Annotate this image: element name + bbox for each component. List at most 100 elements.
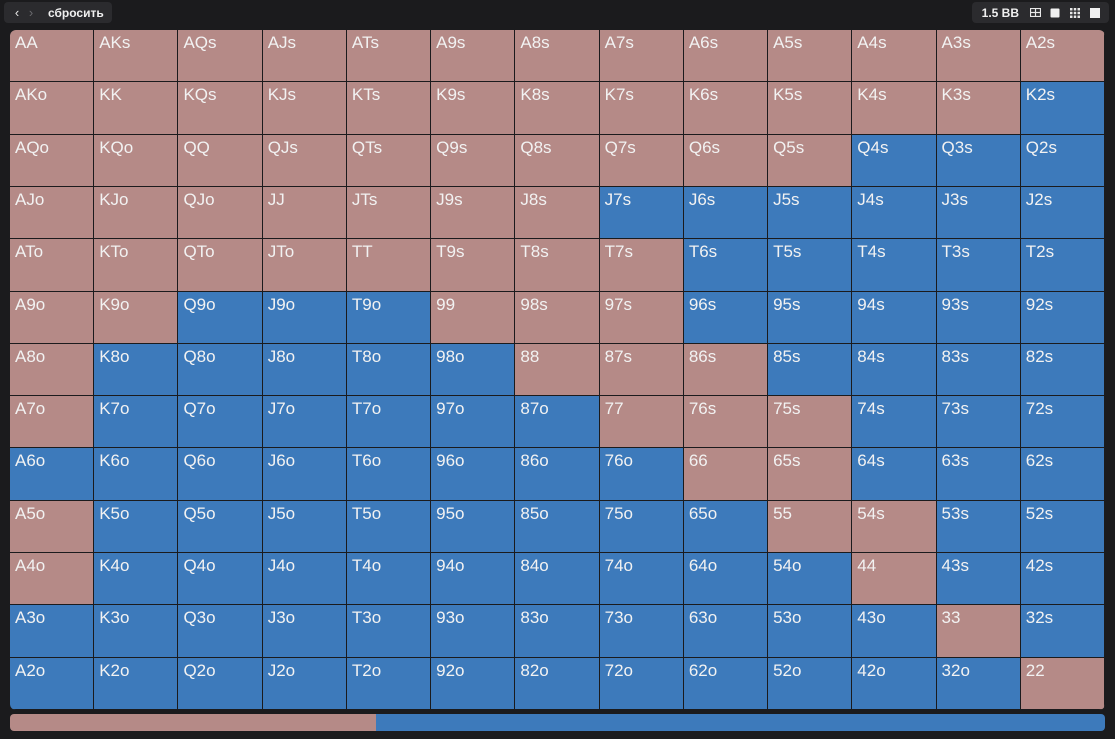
hand-cell[interactable]: Q9s [431, 134, 516, 187]
hand-cell[interactable]: 86o [515, 448, 600, 501]
hand-cell[interactable]: 83o [515, 605, 600, 658]
hand-cell[interactable]: 85o [515, 500, 600, 554]
hand-cell[interactable]: T9o [346, 291, 432, 344]
hand-cell[interactable]: 43s [936, 553, 1021, 606]
hand-cell[interactable]: Q3o [178, 605, 263, 658]
hand-cell[interactable]: 75o [599, 500, 684, 554]
hand-cell[interactable]: T6o [346, 448, 432, 501]
hand-cell[interactable]: T8s [515, 239, 600, 292]
hand-cell[interactable]: T9s [431, 239, 516, 292]
hand-cell[interactable]: TT [346, 239, 432, 292]
hand-cell[interactable]: J5o [262, 500, 347, 554]
hand-cell[interactable]: 72o [599, 657, 684, 710]
hand-cell[interactable]: T6s [683, 239, 769, 292]
hand-cell[interactable]: KJo [94, 186, 179, 240]
hand-cell[interactable]: 87s [599, 343, 684, 397]
hand-cell[interactable]: K2o [94, 657, 179, 710]
hand-cell[interactable]: 63o [683, 605, 769, 658]
hand-cell[interactable]: A8s [515, 30, 600, 83]
hand-cell[interactable]: 63s [936, 448, 1021, 501]
hand-cell[interactable]: J8o [262, 343, 347, 397]
hand-cell[interactable]: 65o [683, 500, 769, 554]
hand-cell[interactable]: J4o [262, 553, 347, 606]
hand-cell[interactable]: Q2s [1020, 134, 1105, 187]
chevron-right-icon[interactable]: › [28, 5, 34, 20]
hand-cell[interactable]: J8s [515, 186, 600, 240]
square-filled-icon[interactable] [1085, 2, 1105, 23]
hand-cell[interactable]: 66 [683, 448, 769, 501]
hand-cell[interactable]: A6s [683, 30, 769, 83]
hand-cell[interactable]: AJs [262, 30, 347, 83]
hand-cell[interactable]: 73s [936, 396, 1021, 449]
hand-cell[interactable]: J6s [683, 186, 769, 240]
hand-cell[interactable]: K6s [683, 82, 769, 135]
hand-cell[interactable]: Q4o [178, 553, 263, 606]
hand-cell[interactable]: K5s [768, 82, 853, 135]
hand-cell[interactable]: K6o [94, 448, 179, 501]
hand-cell[interactable]: K9s [431, 82, 516, 135]
hand-cell[interactable]: 32s [1020, 605, 1105, 658]
hand-cell[interactable]: A3o [10, 605, 95, 658]
hand-cell[interactable]: 86s [683, 343, 769, 397]
hand-cell[interactable]: K2s [1020, 82, 1105, 135]
hand-cell[interactable]: Q8s [515, 134, 600, 187]
hand-cell[interactable]: A4o [10, 553, 95, 606]
hand-cell[interactable]: 72s [1020, 396, 1105, 449]
hand-cell[interactable]: T4s [852, 239, 937, 292]
hand-cell[interactable]: Q7s [599, 134, 684, 187]
hand-cell[interactable]: 82s [1020, 343, 1105, 397]
grid-icon[interactable] [1065, 2, 1085, 23]
hand-cell[interactable]: 53o [768, 605, 853, 658]
hand-cell[interactable]: A4s [852, 30, 937, 83]
hand-cell[interactable]: 76o [599, 448, 684, 501]
hand-cell[interactable]: J9s [431, 186, 516, 240]
hand-cell[interactable]: 82o [515, 657, 600, 710]
layout-split-icon[interactable] [1025, 2, 1045, 23]
hand-cell[interactable]: Q7o [178, 396, 263, 449]
hand-cell[interactable]: JTo [262, 239, 347, 292]
reset-button[interactable]: сбросить [48, 5, 104, 20]
hand-cell[interactable]: AA [10, 30, 95, 83]
hand-cell[interactable]: JJ [262, 186, 347, 240]
hand-cell[interactable]: 92o [431, 657, 516, 710]
hand-cell[interactable]: 75s [768, 396, 853, 449]
hand-cell[interactable]: 44 [852, 553, 937, 606]
hand-cell[interactable]: 84s [852, 343, 937, 397]
hand-cell[interactable]: J3o [262, 605, 347, 658]
hand-cell[interactable]: 93s [936, 291, 1021, 344]
hand-cell[interactable]: KTo [94, 239, 179, 292]
hand-cell[interactable]: A7s [599, 30, 684, 83]
hand-cell[interactable]: T4o [346, 553, 432, 606]
hand-cell[interactable]: K8o [94, 343, 179, 397]
hand-cell[interactable]: 94o [431, 553, 516, 606]
hand-cell[interactable]: T2s [1020, 239, 1105, 292]
hand-cell[interactable]: AQo [10, 134, 95, 187]
hand-cell[interactable]: J3s [936, 186, 1021, 240]
hand-cell[interactable]: A2s [1020, 30, 1105, 83]
hand-cell[interactable]: QTs [346, 134, 432, 187]
hand-cell[interactable]: J4s [852, 186, 937, 240]
hand-cell[interactable]: 64o [683, 553, 769, 606]
hand-cell[interactable]: A6o [10, 448, 95, 501]
hand-cell[interactable]: J7s [599, 186, 684, 240]
hand-cell[interactable]: 62o [683, 657, 769, 710]
hand-cell[interactable]: 73o [599, 605, 684, 658]
hand-cell[interactable]: K3s [936, 82, 1021, 135]
hand-cell[interactable]: KQo [94, 134, 179, 187]
hand-cell[interactable]: 84o [515, 553, 600, 606]
hand-cell[interactable]: QJs [262, 134, 347, 187]
hand-cell[interactable]: 93o [431, 605, 516, 658]
square-icon[interactable] [1045, 2, 1065, 23]
hand-cell[interactable]: Q9o [178, 291, 263, 344]
hand-cell[interactable]: KTs [346, 82, 432, 135]
hand-cell[interactable]: J6o [262, 448, 347, 501]
hand-cell[interactable]: 42o [852, 657, 937, 710]
hand-cell[interactable]: A3s [936, 30, 1021, 83]
hand-cell[interactable]: Q6s [683, 134, 769, 187]
hand-cell[interactable]: T5o [346, 500, 432, 554]
hand-cell[interactable]: 74s [852, 396, 937, 449]
hand-cell[interactable]: T7o [346, 396, 432, 449]
hand-cell[interactable]: J7o [262, 396, 347, 449]
hand-cell[interactable]: 95o [431, 500, 516, 554]
hand-cell[interactable]: Q2o [178, 657, 263, 710]
